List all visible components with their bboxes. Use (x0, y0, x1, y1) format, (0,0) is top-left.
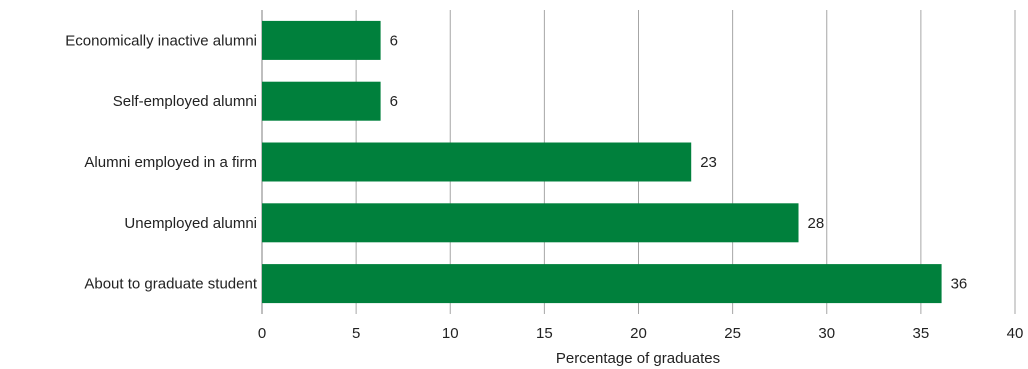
category-label: Self-employed alumni (113, 93, 257, 110)
bar (262, 264, 942, 304)
data-label: 6 (390, 93, 398, 110)
data-label: 23 (700, 154, 717, 171)
x-tick-label: 15 (536, 325, 553, 342)
x-tick-label: 5 (352, 325, 360, 342)
x-tick-label: 35 (913, 325, 930, 342)
bar (262, 203, 799, 243)
x-tick-labels: 0 5 10 15 20 25 30 35 40 (258, 325, 1024, 342)
bar (262, 142, 692, 182)
bar (262, 81, 381, 121)
bar (262, 20, 381, 60)
category-label: Alumni employed in a firm (84, 154, 257, 171)
category-label: Unemployed alumni (124, 215, 257, 232)
data-label: 36 (951, 276, 968, 293)
x-tick-label: 40 (1007, 325, 1024, 342)
x-axis-title: Percentage of graduates (556, 350, 720, 367)
x-tick-label: 0 (258, 325, 266, 342)
x-tick-label: 25 (724, 325, 741, 342)
category-label: Economically inactive alumni (65, 32, 257, 49)
bars (262, 20, 942, 304)
data-labels: 6 6 23 28 36 (390, 32, 968, 292)
data-label: 28 (808, 215, 825, 232)
category-labels: Economically inactive alumni Self-employe… (65, 32, 258, 292)
x-tick-label: 10 (442, 325, 459, 342)
category-label: About to graduate student (84, 276, 257, 293)
x-tick-label: 20 (630, 325, 647, 342)
x-tick-label: 30 (818, 325, 835, 342)
data-label: 6 (390, 32, 398, 49)
